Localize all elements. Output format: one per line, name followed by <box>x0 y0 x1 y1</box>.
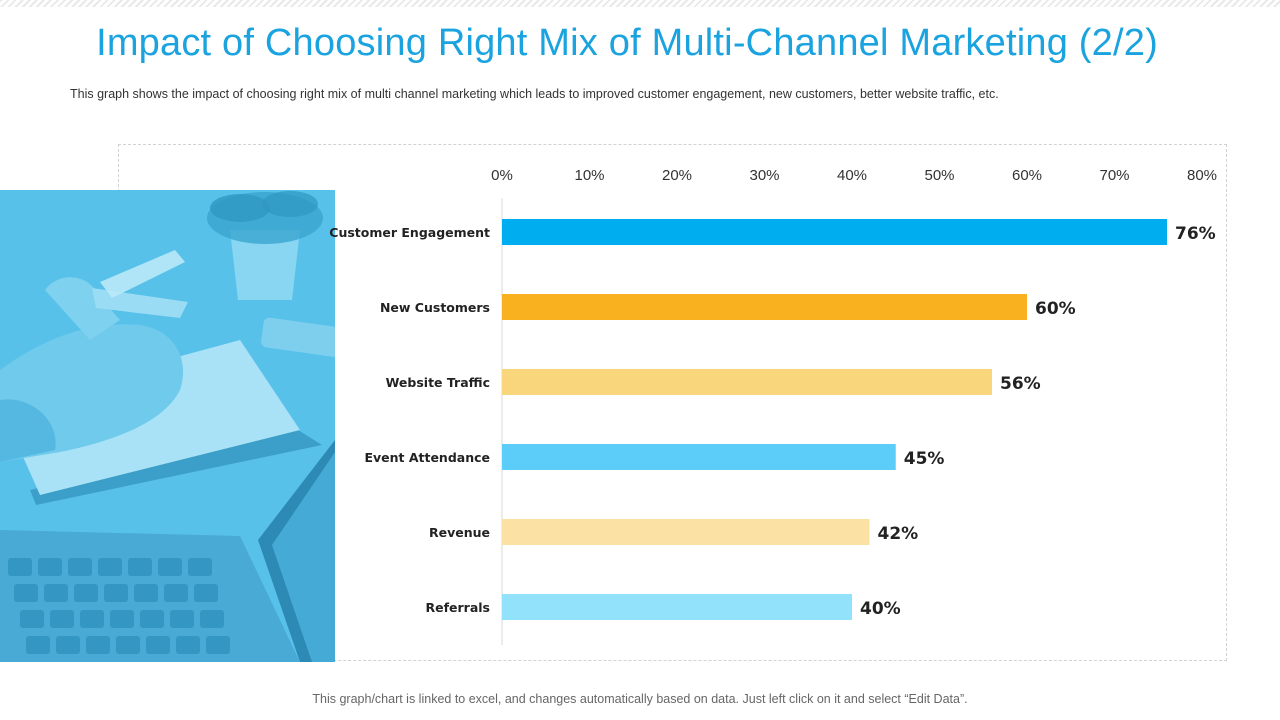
data-label: 42% <box>878 524 919 544</box>
bar[interactable] <box>502 294 1027 320</box>
footnote: This graph/chart is linked to excel, and… <box>312 692 968 706</box>
x-tick-label: 60% <box>1012 167 1042 184</box>
category-label: Website Traffic <box>386 375 490 390</box>
x-tick-label: 0% <box>491 167 513 184</box>
bar[interactable] <box>502 369 992 395</box>
category-label: Customer Engagement <box>329 225 490 240</box>
workspace-photo-illustration <box>0 191 335 662</box>
workspace-photo <box>0 190 335 662</box>
data-label: 45% <box>904 449 945 469</box>
x-tick-label: 40% <box>837 167 867 184</box>
bar[interactable] <box>502 444 896 470</box>
x-tick-label: 80% <box>1187 167 1217 184</box>
data-label: 40% <box>860 599 901 619</box>
x-tick-label: 10% <box>574 167 604 184</box>
category-label: Event Attendance <box>364 450 490 465</box>
category-label: Referrals <box>425 600 490 615</box>
bar[interactable] <box>502 594 852 620</box>
x-tick-label: 20% <box>662 167 692 184</box>
bar[interactable] <box>502 519 870 545</box>
x-tick-label: 70% <box>1099 167 1129 184</box>
x-tick-label: 50% <box>924 167 954 184</box>
page-title: Impact of Choosing Right Mix of Multi-Ch… <box>96 22 1158 64</box>
top-decorative-strip <box>0 0 1280 7</box>
bar[interactable] <box>502 219 1167 245</box>
category-label: Revenue <box>429 525 490 540</box>
category-label: New Customers <box>380 300 490 315</box>
data-label: 56% <box>1000 374 1041 394</box>
data-label: 76% <box>1175 224 1216 244</box>
page-subtitle: This graph shows the impact of choosing … <box>70 87 999 101</box>
x-tick-label: 30% <box>749 167 779 184</box>
data-label: 60% <box>1035 299 1076 319</box>
